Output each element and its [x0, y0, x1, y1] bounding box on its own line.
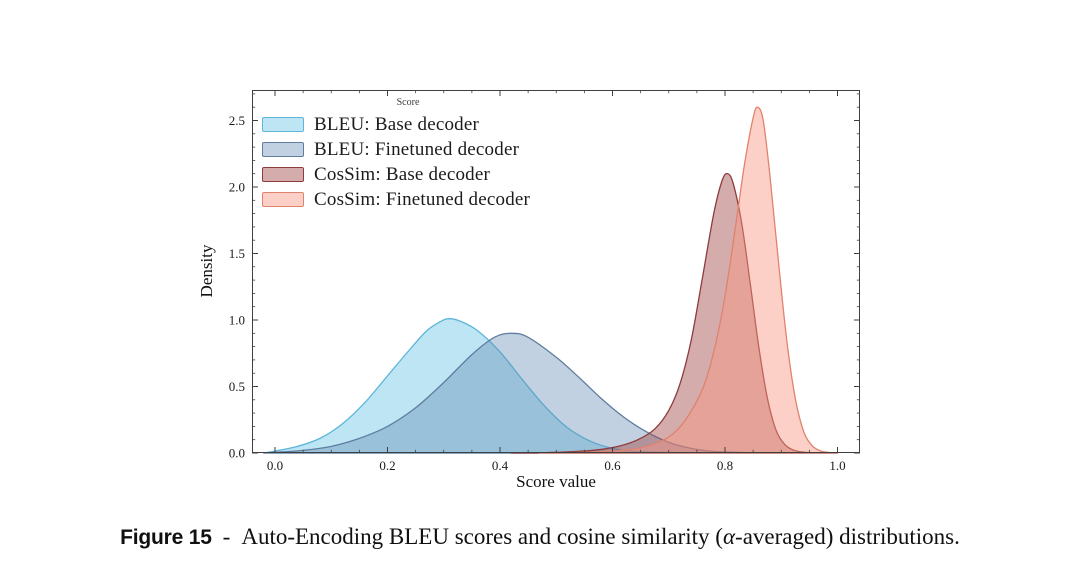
legend-items: BLEU: Base decoder BLEU: Finetuned decode… — [262, 112, 554, 212]
x-tick-label: 0.8 — [717, 458, 733, 473]
x-tick-label: 1.0 — [829, 458, 845, 473]
y-tick-label: 0.0 — [229, 446, 245, 461]
x-axis-label: Score value — [516, 472, 596, 491]
legend-title: Score — [396, 97, 420, 108]
chart-legend: Score BLEU: Base decoder BLEU: Finetuned … — [262, 97, 554, 212]
legend-swatch-icon — [262, 192, 304, 207]
y-tick-label: 2.5 — [229, 113, 245, 128]
caption-text-post: -averaged) distributions. — [735, 524, 960, 549]
caption-label: Figure 15 — [120, 526, 212, 549]
legend-label: BLEU: Finetuned decoder — [314, 138, 520, 160]
caption-separator: - — [222, 524, 231, 549]
x-tick-label: 0.2 — [379, 458, 395, 473]
legend-label: CosSim: Finetuned decoder — [314, 188, 531, 210]
legend-swatch-icon — [262, 167, 304, 182]
alpha-symbol: α — [722, 524, 736, 549]
legend-item-0: BLEU: Base decoder — [262, 112, 554, 137]
density-curves — [263, 106, 839, 454]
y-axis-label: Density — [197, 244, 216, 297]
tick-marks — [252, 90, 860, 454]
caption-text: Auto-Encoding BLEU scores and cosine sim… — [241, 524, 960, 549]
y-tick-label: 2.0 — [229, 180, 245, 195]
legend-swatch-icon — [262, 142, 304, 157]
axes: 0.0 0.2 0.4 0.6 0.8 1.0 0.0 0.5 1.0 1.5 2.0 2.5 — [229, 90, 860, 473]
density-curve-1 — [263, 332, 839, 454]
legend-item-1: BLEU: Finetuned decoder — [262, 137, 554, 162]
legend-item-2: CosSim: Base decoder — [262, 162, 554, 187]
density-chart: 0.0 0.2 0.4 0.6 0.8 1.0 0.0 0.5 1.0 1.5 2.0 2.5 Sco… — [197, 90, 860, 491]
x-tick-label: 0.0 — [267, 458, 283, 473]
density-curve-2 — [510, 172, 839, 454]
density-curve-0 — [263, 318, 839, 454]
y-tick-label: 1.5 — [229, 246, 245, 261]
density-curve-3 — [538, 106, 839, 454]
legend-swatch-icon — [262, 117, 304, 132]
caption-text-pre: Auto-Encoding BLEU scores and cosine sim… — [241, 524, 723, 549]
legend-label: BLEU: Base decoder — [314, 113, 480, 135]
figure-caption: Figure 15- Auto-Encoding BLEU scores and … — [0, 524, 1080, 550]
y-tick-label: 0.5 — [229, 379, 245, 394]
legend-label: CosSim: Base decoder — [314, 163, 491, 185]
legend-item-3: CosSim: Finetuned decoder — [262, 187, 554, 212]
x-tick-label: 0.4 — [492, 458, 509, 473]
y-tick-label: 1.0 — [229, 313, 245, 328]
x-tick-label: 0.6 — [604, 458, 621, 473]
